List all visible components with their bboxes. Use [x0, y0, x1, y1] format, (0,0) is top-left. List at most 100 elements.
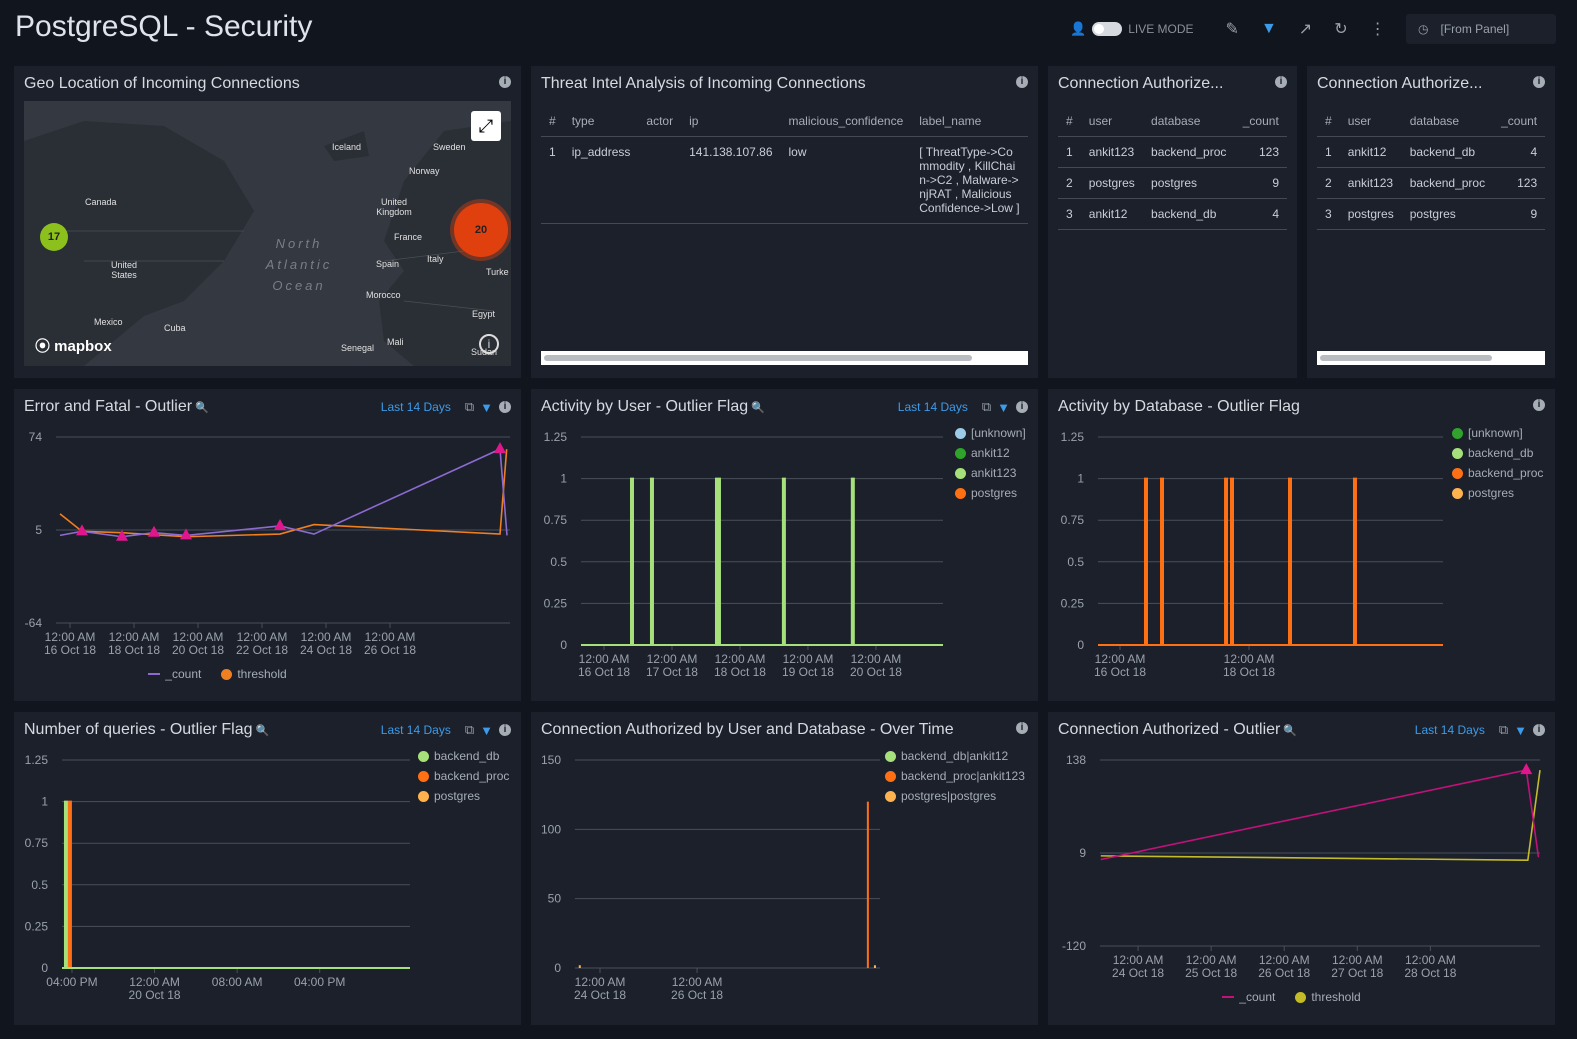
column-header[interactable]: actor: [638, 106, 682, 137]
filter-icon[interactable]: ▼: [1514, 722, 1527, 738]
filter-icon[interactable]: ▼: [480, 399, 493, 415]
panel-authout: Connection Authorized - Outlier 🔍 Last 14…: [1048, 712, 1555, 1025]
legend-item[interactable]: backend_db|ankit12: [885, 746, 1025, 766]
legend-item[interactable]: ankit12: [955, 443, 1026, 463]
info-icon[interactable]: i: [1533, 399, 1545, 411]
info-icon[interactable]: i: [1016, 401, 1028, 413]
column-header[interactable]: #: [1317, 106, 1340, 137]
more-icon[interactable]: ⋮: [1369, 21, 1386, 38]
column-header[interactable]: _count: [1493, 106, 1546, 137]
legend-item[interactable]: [unknown]: [1452, 423, 1543, 443]
copy-icon[interactable]: ⧉: [1498, 722, 1509, 737]
legend-dot: [955, 427, 966, 439]
y-tick-label: 0.75: [544, 513, 568, 527]
time-range-link[interactable]: Last 14 Days: [1414, 723, 1485, 737]
legend-item[interactable]: backend_db: [1452, 443, 1543, 463]
time-range-link[interactable]: Last 14 Days: [380, 400, 451, 414]
panel-connection-authorized-2: Connection Authorize... i # user database _…: [1307, 66, 1555, 378]
legend-item[interactable]: backend_proc: [418, 766, 509, 786]
info-icon[interactable]: i: [1016, 76, 1028, 88]
zoom-icon[interactable]: 🔍: [748, 402, 765, 414]
user-icon[interactable]: 👤: [1070, 21, 1087, 36]
column-header[interactable]: ip: [681, 106, 781, 137]
legend-label: ankit123: [971, 466, 1017, 480]
info-icon[interactable]: i: [1533, 76, 1545, 88]
map[interactable]: Iceland Sweden Norway Canada United King…: [24, 101, 511, 366]
column-header[interactable]: database: [1401, 106, 1494, 137]
column-header[interactable]: type: [563, 106, 639, 137]
legend-item[interactable]: _count: [1222, 990, 1275, 1004]
x-tick-label: 12:00 AM: [851, 652, 902, 666]
table-cell: ankit123: [1339, 167, 1402, 199]
zoom-icon[interactable]: 🔍: [1280, 725, 1298, 737]
info-icon[interactable]: i: [1275, 76, 1287, 88]
horizontal-scrollbar[interactable]: [541, 351, 1028, 365]
series-line: [581, 477, 943, 646]
legend-item[interactable]: threshold: [221, 667, 287, 681]
legend-item[interactable]: ankit123: [955, 463, 1026, 483]
column-header[interactable]: database: [1143, 106, 1235, 137]
column-header[interactable]: user: [1080, 106, 1144, 137]
map-cluster[interactable]: 20: [454, 203, 508, 257]
column-header[interactable]: malicious_confidence: [780, 106, 912, 137]
copy-icon[interactable]: ⧉: [464, 722, 475, 737]
legend-item[interactable]: [unknown]: [955, 423, 1026, 443]
map-label: Spain: [376, 259, 400, 269]
share-icon[interactable]: ↗: [1298, 21, 1313, 38]
table-cell: backend_db: [1401, 136, 1494, 168]
legend-item[interactable]: _count: [148, 667, 201, 681]
pencil-icon[interactable]: ✎: [1225, 21, 1239, 38]
filter-icon[interactable]: ▼: [997, 399, 1010, 415]
map-cluster[interactable]: 17: [40, 223, 68, 251]
legend-item[interactable]: postgres: [418, 786, 509, 806]
time-range-link[interactable]: Last 14 Days: [380, 723, 451, 737]
time-range-picker[interactable]: ◷ [From Panel]: [1406, 14, 1556, 44]
y-tick-label: 1.25: [25, 753, 49, 767]
live-mode-toggle[interactable]: [1092, 22, 1123, 36]
column-header[interactable]: #: [541, 106, 564, 137]
copy-icon[interactable]: ⧉: [981, 399, 992, 414]
filter-icon[interactable]: ▼: [480, 722, 493, 738]
legend-item[interactable]: postgres|postgres: [885, 786, 1025, 806]
legend-item[interactable]: postgres: [955, 483, 1026, 503]
legend-item[interactable]: threshold: [1295, 990, 1361, 1004]
copy-icon[interactable]: ⧉: [464, 399, 475, 414]
legend-item[interactable]: postgres: [1452, 483, 1543, 503]
legend-item[interactable]: backend_proc: [1452, 463, 1543, 483]
filter-icon[interactable]: ▼: [1260, 20, 1277, 37]
info-icon[interactable]: i: [499, 401, 511, 413]
zoom-icon[interactable]: 🔍: [192, 402, 209, 414]
table-cell: 9: [1493, 198, 1546, 230]
info-icon[interactable]: i: [1016, 722, 1028, 734]
refresh-icon[interactable]: ↻: [1334, 21, 1348, 38]
panel-db: Activity by Database - Outlier Flag i 1.25…: [1048, 389, 1555, 701]
map-label: Mexico: [94, 317, 123, 327]
horizontal-scrollbar[interactable]: [1317, 351, 1545, 365]
x-tick-label: 18 Oct 18: [1223, 665, 1275, 679]
legend-label: postgres: [971, 486, 1018, 500]
column-header[interactable]: label_name: [911, 106, 1028, 137]
legend-marker: [221, 668, 233, 680]
info-icon[interactable]: i: [499, 76, 511, 88]
mapbox-logo: ⦿ mapbox: [35, 338, 112, 355]
expand-icon[interactable]: ⤢: [471, 111, 501, 141]
column-header[interactable]: _count: [1234, 106, 1287, 137]
column-header[interactable]: #: [1058, 106, 1081, 137]
zoom-icon[interactable]: 🔍: [252, 725, 270, 737]
legend-item[interactable]: backend_proc|ankit123: [885, 766, 1025, 786]
legend-dot: [955, 467, 966, 479]
info-icon[interactable]: i: [499, 724, 511, 736]
table-cell: ankit12: [1339, 136, 1402, 168]
legend-item[interactable]: backend_db: [418, 746, 509, 766]
info-icon[interactable]: i: [1533, 724, 1545, 736]
y-tick-label: 0: [554, 961, 561, 975]
x-tick-label: 12:00 AM: [1224, 652, 1275, 666]
panel-title: Threat Intel Analysis of Incoming Connec…: [541, 75, 866, 92]
map-info-icon[interactable]: i: [479, 334, 499, 354]
legend-dot: [1452, 467, 1463, 479]
column-header[interactable]: user: [1339, 106, 1402, 137]
table-cell: 3: [1317, 198, 1340, 230]
time-range-link[interactable]: Last 14 Days: [897, 400, 968, 414]
table-cell: 1: [1317, 136, 1340, 168]
